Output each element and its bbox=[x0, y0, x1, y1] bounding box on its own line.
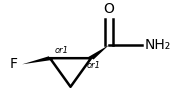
Text: or1: or1 bbox=[55, 46, 69, 55]
Polygon shape bbox=[89, 45, 109, 60]
Text: F: F bbox=[9, 57, 17, 71]
Text: or1: or1 bbox=[86, 61, 100, 70]
Text: O: O bbox=[104, 2, 115, 16]
Polygon shape bbox=[22, 56, 51, 64]
Text: NH₂: NH₂ bbox=[145, 38, 171, 52]
